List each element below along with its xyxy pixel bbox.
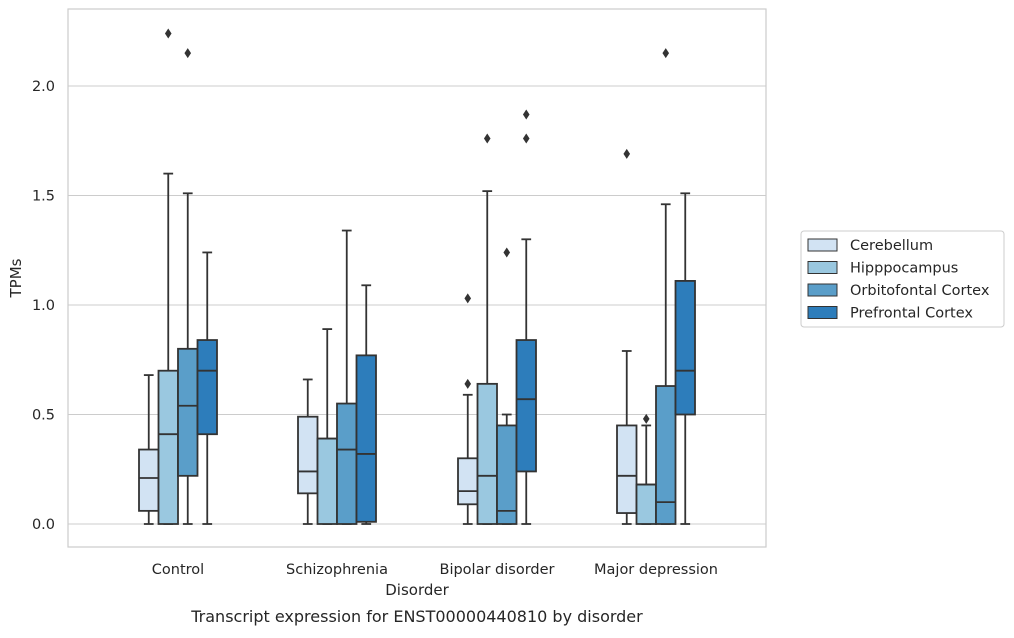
box-body xyxy=(177,347,199,477)
boxes-layer xyxy=(138,28,696,525)
outlier-point xyxy=(464,293,472,304)
box-body xyxy=(316,437,338,525)
legend-label: Cerebellum xyxy=(850,238,933,254)
box-body xyxy=(635,483,657,525)
box-body xyxy=(297,415,319,495)
box-body xyxy=(616,424,638,514)
legend-items: Cerebellum Hipppocampus Orbitofontal Corte… xyxy=(807,238,990,322)
y-axis-label: TPMs xyxy=(7,258,25,298)
box-1-2 xyxy=(476,133,498,525)
box-1-3 xyxy=(635,413,657,525)
box-body xyxy=(355,354,377,523)
box-body xyxy=(157,369,179,525)
box-2-2 xyxy=(496,247,518,525)
outlier-point xyxy=(642,413,650,424)
outlier-point xyxy=(662,48,670,59)
legend-label: Hipppocampus xyxy=(850,261,958,277)
box-body xyxy=(476,382,498,525)
box-0-1 xyxy=(297,378,319,525)
box-2-1 xyxy=(336,229,358,525)
box-0-3 xyxy=(616,148,638,525)
legend-swatch xyxy=(807,306,838,319)
x-tick-label: Major depression xyxy=(594,562,718,578)
chart-caption: Transcript expression for ENST0000044081… xyxy=(190,607,643,626)
outlier-point xyxy=(503,247,511,258)
box-body xyxy=(457,457,479,506)
box-2-3 xyxy=(655,48,677,525)
legend: Cerebellum Hipppocampus Orbitofontal Corte… xyxy=(800,230,1005,328)
outlier-point xyxy=(464,378,472,389)
box-body xyxy=(655,385,677,525)
outlier-point xyxy=(522,133,530,144)
box-body xyxy=(674,280,696,416)
legend-label: Orbitofontal Cortex xyxy=(850,283,990,299)
box-2-0 xyxy=(177,48,199,525)
outlier-point xyxy=(164,28,172,39)
y-tick-label: 1.5 xyxy=(32,189,55,205)
y-tick-label: 0.0 xyxy=(32,517,55,533)
legend-swatch xyxy=(807,238,838,252)
legend-swatch xyxy=(807,261,838,274)
y-tick-label: 0.5 xyxy=(32,408,55,424)
box-1-1 xyxy=(316,328,338,525)
box-body xyxy=(138,448,160,512)
y-tick-label: 2.0 xyxy=(32,79,55,95)
x-tick-label: Control xyxy=(152,562,204,578)
outlier-point xyxy=(522,109,530,120)
box-3-0 xyxy=(196,251,218,525)
legend-frame xyxy=(800,230,1005,328)
legend-swatch xyxy=(807,283,838,297)
x-axis-ticks: Control Schizophrenia Bipolar disorder Majo… xyxy=(152,562,718,578)
legend-label: Prefrontal Cortex xyxy=(850,306,973,322)
box-3-3 xyxy=(674,192,696,525)
x-tick-label: Schizophrenia xyxy=(286,562,388,578)
plot-area-frame xyxy=(67,8,767,548)
outlier-point xyxy=(483,133,491,144)
outlier-point xyxy=(184,48,192,59)
outlier-point xyxy=(623,148,631,159)
y-tick-label: 1.0 xyxy=(32,298,55,314)
box-3-1 xyxy=(355,284,377,525)
box-0-0 xyxy=(138,374,160,525)
y-axis-ticks: 0.0 0.5 1.0 1.5 2.0 xyxy=(32,79,55,533)
box-body xyxy=(196,339,218,436)
box-body xyxy=(336,402,358,525)
box-0-2 xyxy=(457,293,479,525)
box-3-2 xyxy=(515,109,537,525)
box-body xyxy=(496,424,518,525)
box-1-0 xyxy=(157,28,179,525)
box-body xyxy=(515,339,537,473)
x-tick-label: Bipolar disorder xyxy=(440,562,555,578)
x-axis-label: Disorder xyxy=(385,581,449,599)
